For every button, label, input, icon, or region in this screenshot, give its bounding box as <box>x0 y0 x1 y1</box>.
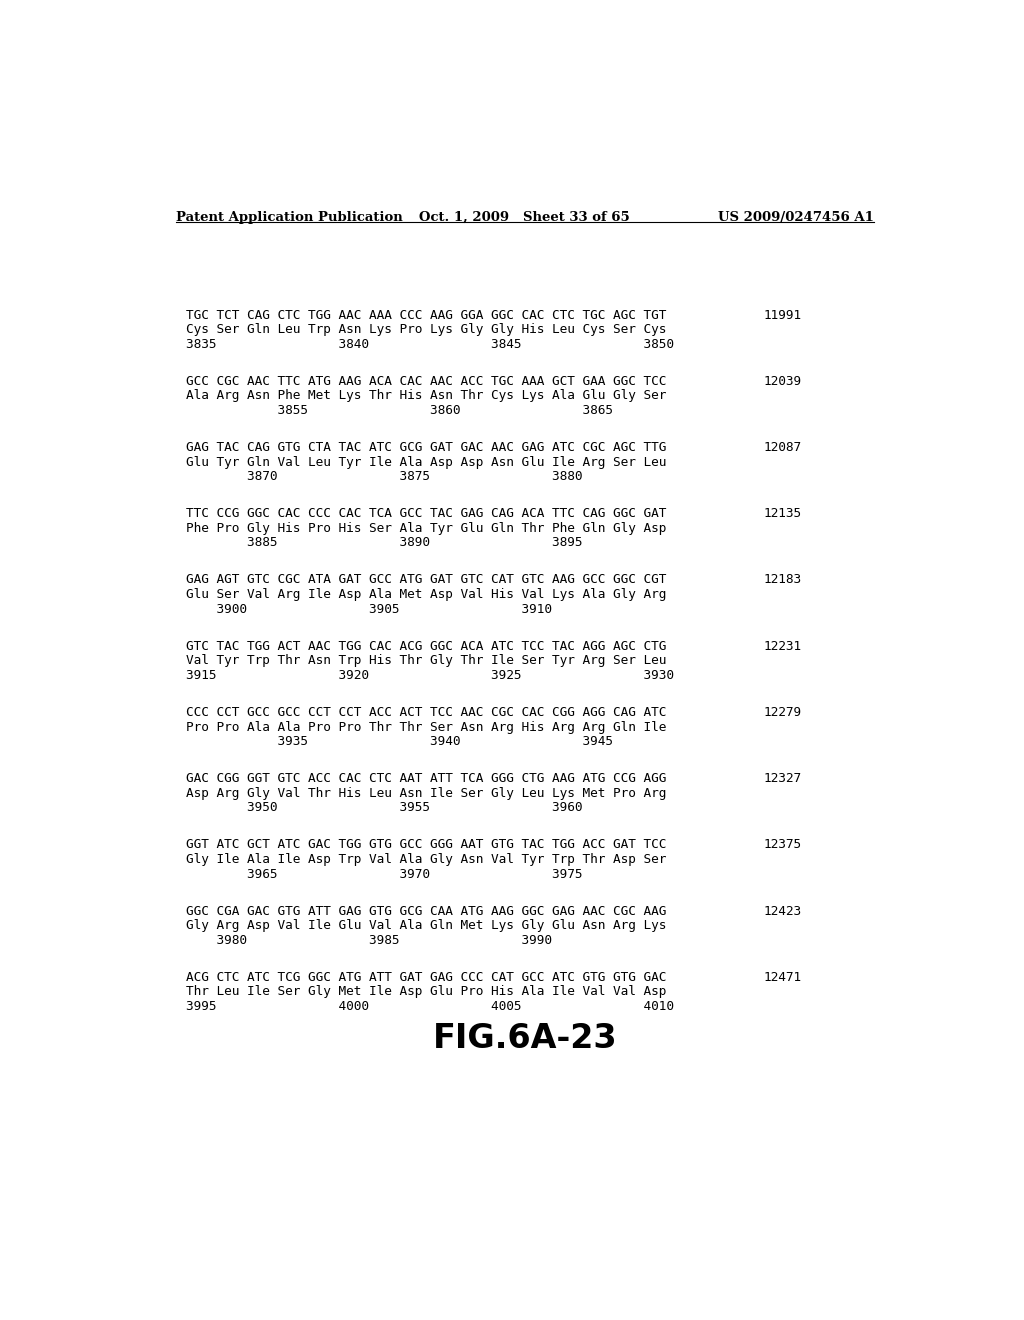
Text: FIG.6A-23: FIG.6A-23 <box>432 1023 617 1056</box>
Text: 12423: 12423 <box>764 904 802 917</box>
Text: 12183: 12183 <box>764 573 802 586</box>
Text: 12039: 12039 <box>764 375 802 388</box>
Text: 3870                3875                3880: 3870 3875 3880 <box>186 470 583 483</box>
Text: 12327: 12327 <box>764 772 802 785</box>
Text: 11991: 11991 <box>764 309 802 322</box>
Text: TGC TCT CAG CTC TGG AAC AAA CCC AAG GGA GGC CAC CTC TGC AGC TGT: TGC TCT CAG CTC TGG AAC AAA CCC AAG GGA … <box>186 309 667 322</box>
Text: 3965                3970                3975: 3965 3970 3975 <box>186 867 583 880</box>
Text: 3950                3955                3960: 3950 3955 3960 <box>186 801 583 814</box>
Text: 3885                3890                3895: 3885 3890 3895 <box>186 536 583 549</box>
Text: GGT ATC GCT ATC GAC TGG GTG GCC GGG AAT GTG TAC TGG ACC GAT TCC: GGT ATC GCT ATC GAC TGG GTG GCC GGG AAT … <box>186 838 667 851</box>
Text: 12375: 12375 <box>764 838 802 851</box>
Text: 3935                3940                3945: 3935 3940 3945 <box>186 735 613 748</box>
Text: GTC TAC TGG ACT AAC TGG CAC ACG GGC ACA ATC TCC TAC AGG AGC CTG: GTC TAC TGG ACT AAC TGG CAC ACG GGC ACA … <box>186 640 667 652</box>
Text: 3915                3920                3925                3930: 3915 3920 3925 3930 <box>186 669 674 682</box>
Text: Phe Pro Gly His Pro His Ser Ala Tyr Glu Gln Thr Phe Gln Gly Asp: Phe Pro Gly His Pro His Ser Ala Tyr Glu … <box>186 521 667 535</box>
Text: GAG AGT GTC CGC ATA GAT GCC ATG GAT GTC CAT GTC AAG GCC GGC CGT: GAG AGT GTC CGC ATA GAT GCC ATG GAT GTC … <box>186 573 667 586</box>
Text: Ala Arg Asn Phe Met Lys Thr His Asn Thr Cys Lys Ala Glu Gly Ser: Ala Arg Asn Phe Met Lys Thr His Asn Thr … <box>186 389 667 403</box>
Text: 3900                3905                3910: 3900 3905 3910 <box>186 603 552 615</box>
Text: 12135: 12135 <box>764 507 802 520</box>
Text: Glu Ser Val Arg Ile Asp Ala Met Asp Val His Val Lys Ala Gly Arg: Glu Ser Val Arg Ile Asp Ala Met Asp Val … <box>186 589 667 601</box>
Text: Cys Ser Gln Leu Trp Asn Lys Pro Lys Gly Gly His Leu Cys Ser Cys: Cys Ser Gln Leu Trp Asn Lys Pro Lys Gly … <box>186 323 667 337</box>
Text: 12231: 12231 <box>764 640 802 652</box>
Text: Patent Application Publication: Patent Application Publication <box>176 211 402 224</box>
Text: Glu Tyr Gln Val Leu Tyr Ile Ala Asp Asp Asn Glu Ile Arg Ser Leu: Glu Tyr Gln Val Leu Tyr Ile Ala Asp Asp … <box>186 455 667 469</box>
Text: Asp Arg Gly Val Thr His Leu Asn Ile Ser Gly Leu Lys Met Pro Arg: Asp Arg Gly Val Thr His Leu Asn Ile Ser … <box>186 787 667 800</box>
Text: 3855                3860                3865: 3855 3860 3865 <box>186 404 613 417</box>
Text: TTC CCG GGC CAC CCC CAC TCA GCC TAC GAG CAG ACA TTC CAG GGC GAT: TTC CCG GGC CAC CCC CAC TCA GCC TAC GAG … <box>186 507 667 520</box>
Text: 12279: 12279 <box>764 706 802 719</box>
Text: Gly Arg Asp Val Ile Glu Val Ala Gln Met Lys Gly Glu Asn Arg Lys: Gly Arg Asp Val Ile Glu Val Ala Gln Met … <box>186 919 667 932</box>
Text: ACG CTC ATC TCG GGC ATG ATT GAT GAG CCC CAT GCC ATC GTG GTG GAC: ACG CTC ATC TCG GGC ATG ATT GAT GAG CCC … <box>186 970 667 983</box>
Text: 3995                4000                4005                4010: 3995 4000 4005 4010 <box>186 1001 674 1012</box>
Text: 3835                3840                3845                3850: 3835 3840 3845 3850 <box>186 338 674 351</box>
Text: US 2009/0247456 A1: US 2009/0247456 A1 <box>718 211 873 224</box>
Text: GCC CGC AAC TTC ATG AAG ACA CAC AAC ACC TGC AAA GCT GAA GGC TCC: GCC CGC AAC TTC ATG AAG ACA CAC AAC ACC … <box>186 375 667 388</box>
Text: GGC CGA GAC GTG ATT GAG GTG GCG CAA ATG AAG GGC GAG AAC CGC AAG: GGC CGA GAC GTG ATT GAG GTG GCG CAA ATG … <box>186 904 667 917</box>
Text: Val Tyr Trp Thr Asn Trp His Thr Gly Thr Ile Ser Tyr Arg Ser Leu: Val Tyr Trp Thr Asn Trp His Thr Gly Thr … <box>186 655 667 668</box>
Text: GAC CGG GGT GTC ACC CAC CTC AAT ATT TCA GGG CTG AAG ATG CCG AGG: GAC CGG GGT GTC ACC CAC CTC AAT ATT TCA … <box>186 772 667 785</box>
Text: Thr Leu Ile Ser Gly Met Ile Asp Glu Pro His Ala Ile Val Val Asp: Thr Leu Ile Ser Gly Met Ile Asp Glu Pro … <box>186 985 667 998</box>
Text: 3980                3985                3990: 3980 3985 3990 <box>186 933 552 946</box>
Text: CCC CCT GCC GCC CCT CCT ACC ACT TCC AAC CGC CAC CGG AGG CAG ATC: CCC CCT GCC GCC CCT CCT ACC ACT TCC AAC … <box>186 706 667 719</box>
Text: 12471: 12471 <box>764 970 802 983</box>
Text: Pro Pro Ala Ala Pro Pro Thr Thr Ser Asn Arg His Arg Arg Gln Ile: Pro Pro Ala Ala Pro Pro Thr Thr Ser Asn … <box>186 721 667 734</box>
Text: GAG TAC CAG GTG CTA TAC ATC GCG GAT GAC AAC GAG ATC CGC AGC TTG: GAG TAC CAG GTG CTA TAC ATC GCG GAT GAC … <box>186 441 667 454</box>
Text: Oct. 1, 2009   Sheet 33 of 65: Oct. 1, 2009 Sheet 33 of 65 <box>420 211 630 224</box>
Text: 12087: 12087 <box>764 441 802 454</box>
Text: Gly Ile Ala Ile Asp Trp Val Ala Gly Asn Val Tyr Trp Thr Asp Ser: Gly Ile Ala Ile Asp Trp Val Ala Gly Asn … <box>186 853 667 866</box>
